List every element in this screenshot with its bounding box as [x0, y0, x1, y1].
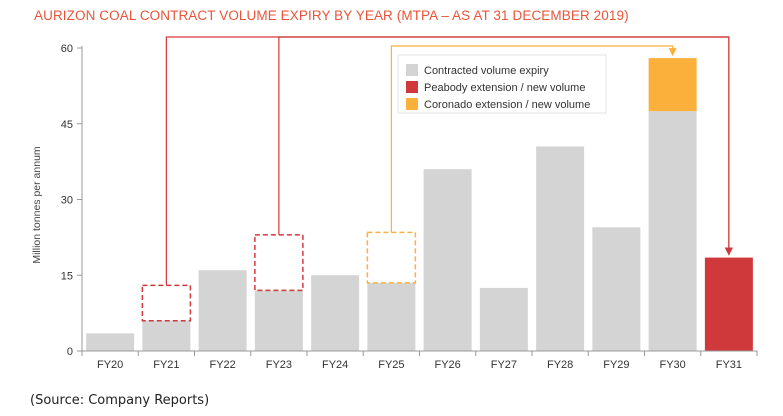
arrow-fy23-to-fy31 — [278, 36, 730, 250]
x-tick-label: FY28 — [547, 359, 573, 371]
bar-fy21-series-0 — [142, 320, 191, 351]
x-axis: FY20 FY21 FY22 FY23 FY24 FY25 FY26 FY27 FY28 FY29… — [81, 350, 758, 371]
x-tick-label: FY26 — [434, 359, 460, 371]
dashed-box-fy21 — [141, 284, 192, 322]
bar-fy22-series-0 — [198, 270, 247, 351]
bars-layer — [86, 58, 753, 351]
bar-fy28-series-0 — [536, 146, 585, 351]
bar-fy30-series-2 — [648, 58, 697, 112]
x-tick-label: FY20 — [97, 359, 123, 371]
legend-label: Contracted volume expiry — [424, 65, 549, 77]
y-tick-label: 30 — [61, 195, 73, 207]
bar-fy31-series-1 — [704, 257, 753, 351]
bar-fy26-series-0 — [423, 169, 472, 351]
y-tick-label: 0 — [67, 346, 73, 358]
x-tick-label: FY22 — [209, 359, 235, 371]
arrow-fy25-to-fy30 — [390, 45, 674, 233]
legend-label: Coronado extension / new volume — [424, 99, 590, 111]
dashed-box-fy25 — [366, 231, 417, 284]
legend-swatch — [406, 81, 418, 93]
legend-label: Peabody extension / new volume — [424, 82, 585, 94]
y-tick-label: 45 — [61, 119, 73, 131]
x-tick-label: FY24 — [322, 359, 348, 371]
annotations-layer — [141, 36, 733, 322]
legend-swatch — [406, 98, 418, 110]
x-tick-label: FY23 — [266, 359, 292, 371]
y-tick-label: 60 — [61, 43, 73, 55]
bar-fy25-series-0 — [367, 282, 416, 351]
legend: Contracted volume expiry Peabody extensio… — [397, 54, 607, 114]
y-tick-label: 15 — [61, 270, 73, 282]
x-tick-label: FY30 — [659, 359, 685, 371]
arrowhead-icon — [724, 247, 733, 256]
bar-fy27-series-0 — [479, 287, 528, 351]
bar-fy20-series-0 — [86, 333, 135, 351]
legend-swatch — [406, 64, 418, 76]
bar-fy29-series-0 — [592, 227, 641, 351]
arrowhead-icon — [668, 48, 677, 57]
dashed-box-fy23 — [254, 234, 304, 292]
y-axis: 0 15 30 45 60 — [61, 43, 83, 358]
bar-fy30-series-0 — [648, 111, 697, 351]
x-tick-label: FY31 — [716, 359, 742, 371]
bar-fy24-series-0 — [311, 275, 360, 351]
x-tick-label: FY25 — [378, 359, 404, 371]
y-axis-label: Million tonnes per annum — [31, 146, 43, 264]
x-tick-label: FY29 — [603, 359, 629, 371]
x-tick-label: FY27 — [491, 359, 517, 371]
x-tick-label: FY21 — [153, 359, 179, 371]
legend-box — [397, 54, 607, 114]
bar-fy23-series-0 — [254, 290, 303, 351]
chart-title: AURIZON COAL CONTRACT VOLUME EXPIRY BY Y… — [34, 8, 629, 23]
source-note: (Source: Company Reports) — [30, 393, 210, 408]
